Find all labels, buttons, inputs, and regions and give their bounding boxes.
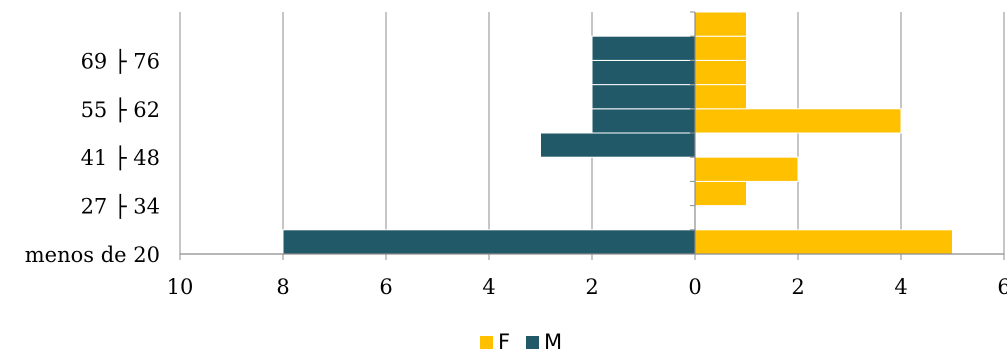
bar-f-8 bbox=[694, 35, 747, 61]
x-tick-label: 6 bbox=[997, 275, 1007, 299]
x-tick-label: 8 bbox=[276, 275, 289, 299]
bars bbox=[282, 11, 953, 255]
bar-f-9 bbox=[694, 11, 747, 37]
category-label: 27 ├ 34 bbox=[81, 194, 160, 220]
x-tick-label: 4 bbox=[894, 275, 907, 299]
bar-f-5 bbox=[694, 108, 902, 134]
bar-f-0 bbox=[694, 229, 953, 255]
x-tick-label: 0 bbox=[688, 275, 701, 299]
category-labels: menos de 20 27 ├ 34 41 ├ 48 55 ├ 62 69 ├ 76 bbox=[25, 48, 160, 267]
bar-f-2 bbox=[694, 180, 747, 207]
x-tick-label: 4 bbox=[482, 275, 495, 299]
x-tick-labels: 10 8 6 4 2 0 2 4 6 bbox=[167, 275, 1007, 299]
bar-m-5 bbox=[591, 108, 696, 134]
category-label: menos de 20 bbox=[25, 243, 160, 267]
category-label: 41 ├ 48 bbox=[81, 145, 160, 171]
bar-m-8 bbox=[591, 35, 696, 61]
x-tick-label: 2 bbox=[791, 275, 804, 299]
bar-f-3 bbox=[694, 156, 799, 182]
bar-m-0 bbox=[282, 229, 696, 255]
legend-label-f: F bbox=[498, 330, 510, 354]
axes bbox=[179, 11, 1005, 260]
bar-m-4 bbox=[540, 132, 696, 158]
legend-label-m: M bbox=[544, 330, 562, 354]
bar-m-6 bbox=[591, 84, 696, 110]
bar-f-7 bbox=[694, 59, 747, 86]
x-tick-label: 2 bbox=[585, 275, 598, 299]
legend-swatch-m bbox=[526, 336, 539, 349]
legend-swatch-f bbox=[480, 336, 493, 349]
category-label: 69 ├ 76 bbox=[81, 48, 160, 74]
bar-m-7 bbox=[591, 59, 696, 86]
bar-f-6 bbox=[694, 84, 747, 110]
x-tick-label: 10 bbox=[167, 275, 194, 299]
x-tick-label: 6 bbox=[379, 275, 392, 299]
category-label: 55 ├ 62 bbox=[81, 97, 160, 123]
